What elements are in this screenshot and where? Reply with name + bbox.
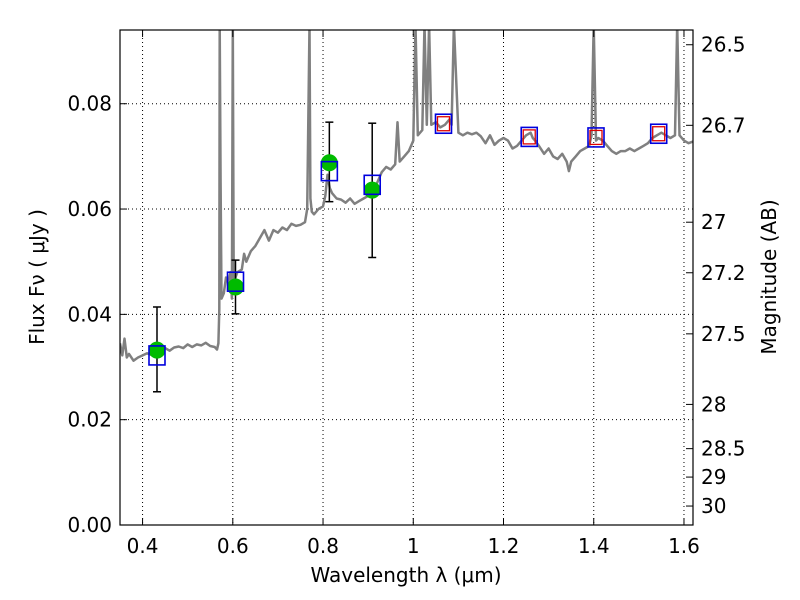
x-tick-label: 0.6 [217,534,249,558]
y-tick-label: 0.08 [67,92,112,116]
observed-flux-point [148,341,166,359]
synthetic-flux-inner-box [589,129,603,146]
grid-lines [120,30,693,526]
plot-area [120,30,693,393]
synthetic-flux-box [320,160,339,182]
y-tick-label: 0.04 [67,302,112,326]
y-tick-label: 0.06 [67,197,112,221]
y2-tick-label: 27.2 [701,261,746,285]
y-tick-label: 0.02 [67,408,112,432]
y2-axis-label: Magnitude (AB) [757,199,781,354]
y-tick-label: 0.00 [67,513,112,537]
observed-flux-point [320,154,338,172]
y2-tick-label: 28.5 [701,437,746,461]
synthetic-flux-box [520,126,539,148]
synthetic-flux-inner-box [522,129,536,145]
y2-tick-label: 26.5 [701,33,746,57]
observed-flux-point [363,181,381,199]
x-tick-label: 0.4 [127,534,159,558]
synthetic-flux-box [587,127,605,148]
y2-tick-label: 30 [701,494,726,518]
synthetic-flux-box [363,174,382,196]
x-tick-label: 1 [407,534,420,558]
y2-tick-label: 28 [701,392,726,416]
y2-tick-label: 27 [701,210,726,234]
y2-tick-label: 27.5 [701,322,746,346]
x-tick-label: 0.8 [307,534,339,558]
y2-tick-label: 26.7 [701,113,746,137]
synthetic-flux-box [226,271,245,293]
synthetic-flux-inner-box [652,126,666,142]
x-tick-labels: 0.4 0.6 0.8 1 1.2 1.4 1.6 [127,534,700,558]
y-axis-label: Flux Fν ( μJy ) [25,209,49,345]
y-tick-labels: 0.00 0.02 0.04 0.06 0.08 [67,92,112,537]
synthetic-flux-box [434,113,453,135]
axis-ticks [120,30,693,526]
synthetic-boxes [148,113,668,366]
x-axis-label: Wavelength λ (μm) [310,563,501,587]
x-tick-label: 1.6 [668,534,700,558]
x-tick-label: 1.2 [488,534,520,558]
observed-flux-point [227,278,245,296]
plot-frame [119,29,694,526]
synthetic-flux-box [148,345,166,366]
y2-tick-label: 29 [701,465,726,489]
synthetic-flux-box [649,123,668,145]
y2-tick-labels: 26.5 26.7 27 27.2 27.5 28 28.5 29 30 [701,33,746,518]
synthetic-flux-inner-box [436,116,451,132]
x-tick-label: 1.4 [578,534,610,558]
